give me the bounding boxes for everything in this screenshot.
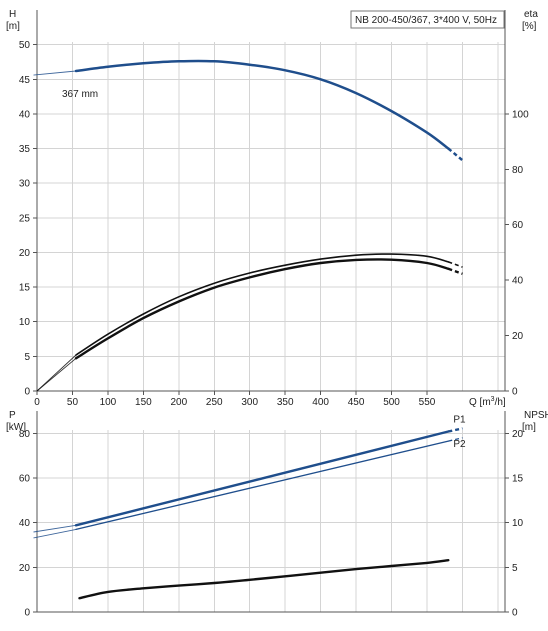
head-efficiency-xlabel: Q [m3/h] [469,396,506,408]
power-npsh-ylabel-left-unit: [kW] [6,422,26,433]
head-efficiency-series-2-extension-line [36,357,77,392]
power-npsh-right-tick-label-0: 0 [512,608,518,619]
power-npsh-series-1-line [75,440,449,531]
head-efficiency-ylabel-right-unit: [%] [522,21,537,32]
head-efficiency-x-tick-label-6: 300 [241,397,258,408]
power-npsh-series-2-line [78,559,450,600]
head-efficiency-ylabel-right: eta [524,9,538,20]
head-efficiency-ylabel-left-unit: [m] [6,21,20,32]
power-npsh-left-tick-label-0: 0 [24,608,30,619]
head-efficiency-series-0-extension-line [33,70,77,76]
power-npsh-series-1-dashed-extension [448,437,463,442]
head-efficiency-annotation: 367 mm [62,89,98,100]
head-efficiency-left-tick-label-5: 25 [19,213,31,224]
power-npsh-series-0-line [74,430,450,527]
head-efficiency-x-tick-label-8: 400 [312,397,329,408]
head-efficiency-x-tick-label-7: 350 [277,397,294,408]
head-efficiency-left-tick-label-10: 50 [19,40,31,51]
head-efficiency-left-tick-label-4: 20 [19,248,31,259]
head-efficiency-x-tick-label-10: 500 [383,397,400,408]
head-efficiency-left-tick-label-2: 10 [19,317,31,328]
head-efficiency-left-tick-label-6: 30 [19,179,31,190]
head-efficiency-right-tick-label-3: 60 [512,220,524,231]
head-efficiency-series-2-dashed-extension [447,267,463,275]
power-npsh-series-1-label: P2 [453,439,466,450]
head-efficiency-series-1-line [75,253,450,356]
head-efficiency-x-tick-label-3: 150 [135,397,152,408]
head-efficiency-left-tick-label-8: 40 [19,109,31,120]
head-efficiency-x-tick-label-4: 200 [170,397,187,408]
power-npsh-left-tick-label-2: 40 [19,518,31,529]
head-efficiency-title-box [350,10,505,29]
power-npsh-left-tick-label-1: 20 [19,563,31,574]
head-efficiency-x-tick-label-2: 100 [100,397,117,408]
head-efficiency-x-tick-label-1: 50 [67,397,79,408]
power-npsh-right-tick-label-3: 15 [512,474,524,485]
power-npsh-series-0-label: P1 [453,414,466,425]
head-efficiency-left-tick-label-9: 45 [19,75,31,86]
head-efficiency-series-2-line [74,258,450,360]
power-npsh-right-tick-label-2: 10 [512,518,524,529]
head-efficiency-series-1-dashed-extension [448,261,463,268]
head-efficiency-right-tick-label-0: 0 [512,387,518,398]
power-npsh-ylabel-left: P [9,410,16,421]
power-npsh-left-tick-label-3: 60 [19,474,31,485]
head-efficiency-left-tick-label-7: 35 [19,144,31,155]
power-npsh-series-1-extension-line [33,528,77,539]
head-efficiency-right-tick-label-4: 80 [512,165,524,176]
power-npsh-left-tick-label-4: 80 [19,429,31,440]
power-npsh-ylabel-right: NPSH [524,410,548,421]
head-efficiency-x-tick-label-0: 0 [34,397,40,408]
head-efficiency-x-tick-label-5: 250 [206,397,223,408]
head-efficiency-series-0-line [74,59,450,150]
head-efficiency-x-tick-label-9: 450 [348,397,365,408]
head-efficiency-x-tick-label-11: 550 [419,397,436,408]
power-npsh-ylabel-right-unit: [m] [522,422,536,433]
head-efficiency-ylabel-left: H [9,9,16,20]
head-efficiency-right-tick-label-5: 100 [512,109,529,120]
power-npsh-right-tick-label-4: 20 [512,429,524,440]
head-efficiency-left-tick-label-0: 0 [24,387,30,398]
head-efficiency-right-tick-label-2: 40 [512,276,524,287]
head-efficiency-left-tick-label-1: 5 [24,352,30,363]
head-efficiency-series-0-dashed-extension [447,147,464,162]
head-efficiency-left-tick-label-3: 15 [19,283,31,294]
power-npsh-series-0-extension-line [33,524,77,533]
head-efficiency-title: NB 200-450/367, 3*400 V, 50Hz [355,15,497,26]
head-efficiency-right-tick-label-1: 20 [512,331,524,342]
power-npsh-right-tick-label-1: 5 [512,563,518,574]
power-npsh-series-0-dashed-extension [448,427,463,433]
